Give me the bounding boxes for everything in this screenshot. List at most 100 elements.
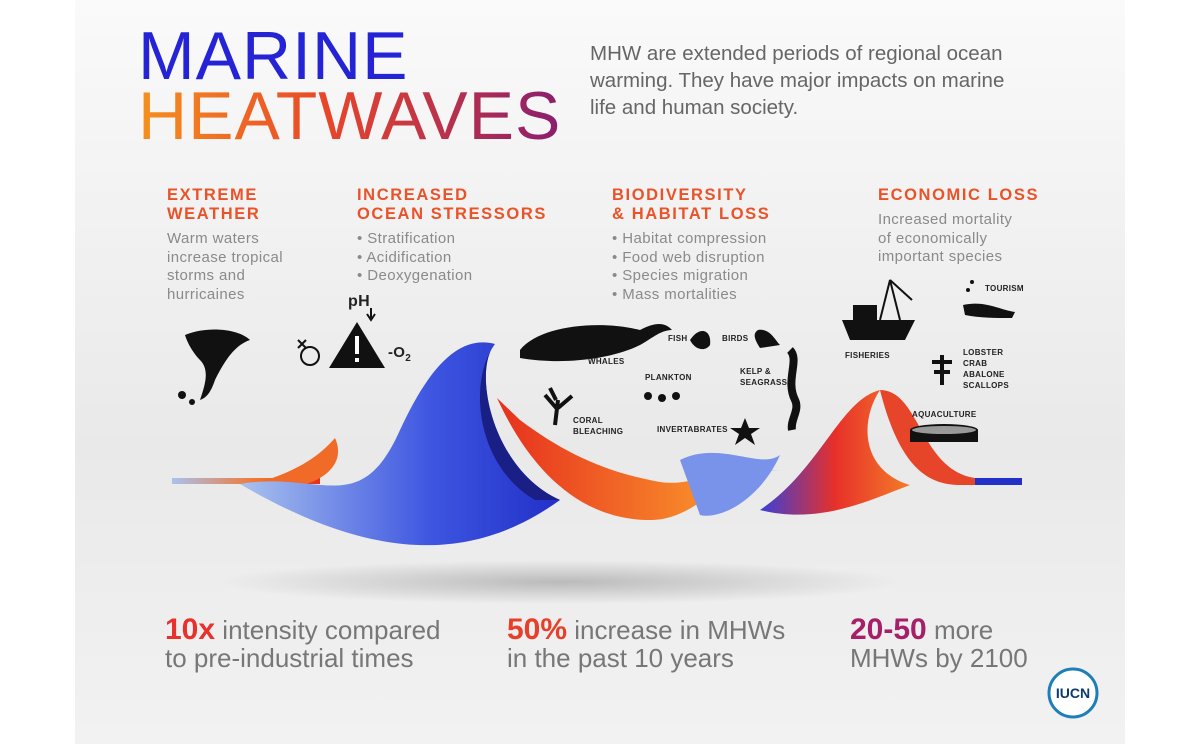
diver-icon [963, 303, 1015, 318]
intro-line: warming. They have major impacts on mari… [590, 69, 1005, 92]
impact-heading: & HABITAT LOSS [612, 205, 771, 223]
warning-mark [355, 358, 359, 362]
impact-column: ECONOMIC LOSS Increased mortality of econo… [878, 186, 1039, 267]
impact-heading: OCEAN STRESSORS [357, 205, 547, 223]
label-line: KELP & [740, 367, 771, 376]
stat-line: in the past 10 years [507, 643, 734, 673]
label-line: SCALLOPS [963, 381, 1009, 390]
cycle-icon [300, 346, 320, 366]
body-line: Increased mortality [878, 211, 1013, 228]
lobster-icon [932, 355, 952, 385]
bullet: Mass mortalities [612, 286, 770, 305]
icon-label: BIRDS [722, 334, 749, 343]
icon-label: AQUACULTURE [912, 410, 977, 419]
icons [178, 279, 1015, 445]
impact-column: EXTREME WEATHER Warm waters increase tropic… [167, 186, 283, 305]
bullet: Acidification [357, 249, 547, 268]
stat-line: MHWs by 2100 [850, 643, 1028, 673]
arrow [366, 308, 376, 322]
icon-label: INVERTABRATES [657, 425, 728, 434]
bird-icon [754, 329, 780, 348]
icon-label: pH [348, 293, 370, 310]
plankton-icon [644, 392, 652, 400]
bubble [966, 288, 970, 292]
subscript: 2 [405, 353, 412, 364]
stat: 50% increase in MHWs in the past 10 years [507, 613, 786, 673]
icon-label: PLANKTON [645, 373, 692, 382]
stat-text: increase in MHWs [574, 615, 786, 645]
intro: MHW are extended periods of regional oce… [590, 40, 1004, 121]
stat: 10x intensity compared to pre-industrial … [165, 613, 441, 673]
bullet: Habitat compression [612, 230, 770, 249]
debris [189, 399, 195, 405]
whale-icon [520, 324, 672, 362]
logo: IUCN [1056, 685, 1090, 701]
impact-heading: BIODIVERSITY [612, 186, 748, 204]
stat-figure: 20-50 [850, 613, 927, 646]
body-line: Warm waters [167, 230, 260, 247]
impact-heading: WEATHER [167, 205, 261, 223]
intro-line: life and human society. [590, 96, 799, 119]
impact-body: Habitat compressionFood web disruptionSp… [612, 230, 770, 305]
stat-line: to pre-industrial times [165, 643, 414, 673]
label-line: CORAL [573, 416, 603, 425]
impact-column: BIODIVERSITY& HABITAT LOSS Habitat compre… [612, 186, 770, 305]
logo-ring [1047, 667, 1099, 719]
bubble [970, 280, 974, 284]
debris [178, 391, 186, 399]
wave [975, 478, 1022, 485]
wave [260, 438, 339, 486]
impact-heading: EXTREME [167, 186, 258, 204]
fish-icon [690, 330, 711, 350]
warning-mark [355, 336, 359, 354]
stat: 20-50 more MHWs by 2100 [850, 613, 1028, 673]
kelp-icon [786, 347, 801, 431]
aquaculture-top [912, 426, 976, 434]
impact-body: StratificationAcidificationDeoxygenation [357, 230, 547, 286]
title: MARINE [138, 18, 409, 94]
label-line: BLEACHING [573, 427, 624, 436]
starfish-icon [730, 418, 760, 445]
stat-line: 10x intensity compared [165, 613, 441, 646]
body-line: of economically [878, 229, 988, 247]
shadow [220, 560, 900, 604]
stat-text: intensity compared [222, 615, 441, 645]
impact-body: Increased mortality of economically import… [878, 211, 1039, 267]
plankton-icon [658, 394, 666, 402]
impact-heading: INCREASED [357, 186, 469, 204]
icon-label: -O2 [388, 344, 412, 364]
bullet: Species migration [612, 267, 770, 286]
stat-figure: 10x [165, 613, 216, 646]
body-line: important species [878, 248, 1003, 266]
stat-line: 20-50 more [850, 613, 1028, 646]
label-line: CRAB [963, 359, 988, 368]
icon-label: KELP & SEAGRASS [740, 366, 787, 388]
bullet: Food web disruption [612, 249, 770, 268]
label-line: SEAGRASS [740, 378, 788, 387]
icon-label: WHALES [588, 357, 625, 366]
icon-label: TOURISM [985, 284, 1024, 293]
boat-icon [842, 320, 915, 340]
body-line: increase tropical [167, 248, 284, 266]
wave [479, 344, 560, 500]
impact-body: Warm waters increase tropical storms and hu… [167, 230, 283, 305]
label-line: ABALONE [963, 370, 1005, 379]
wave [680, 452, 780, 516]
bullet: Deoxygenation [357, 267, 547, 286]
stat-figure: 50% [507, 613, 568, 646]
label-line: LOBSTER [963, 348, 1004, 357]
title: HEATWAVES [138, 78, 562, 154]
tornado-icon [185, 329, 250, 400]
wave [240, 342, 560, 546]
icon-label: FISHERIES [845, 351, 890, 360]
icon-label: LOBSTER CRAB ABALONE SCALLOPS [963, 347, 1009, 391]
body-line: storms and [167, 267, 246, 285]
stat-line: 50% increase in MHWs [507, 613, 786, 646]
body-line: hurricaines [167, 286, 245, 304]
coral-icon [543, 387, 574, 426]
wave [880, 390, 1020, 485]
stat-text: more [933, 615, 994, 645]
